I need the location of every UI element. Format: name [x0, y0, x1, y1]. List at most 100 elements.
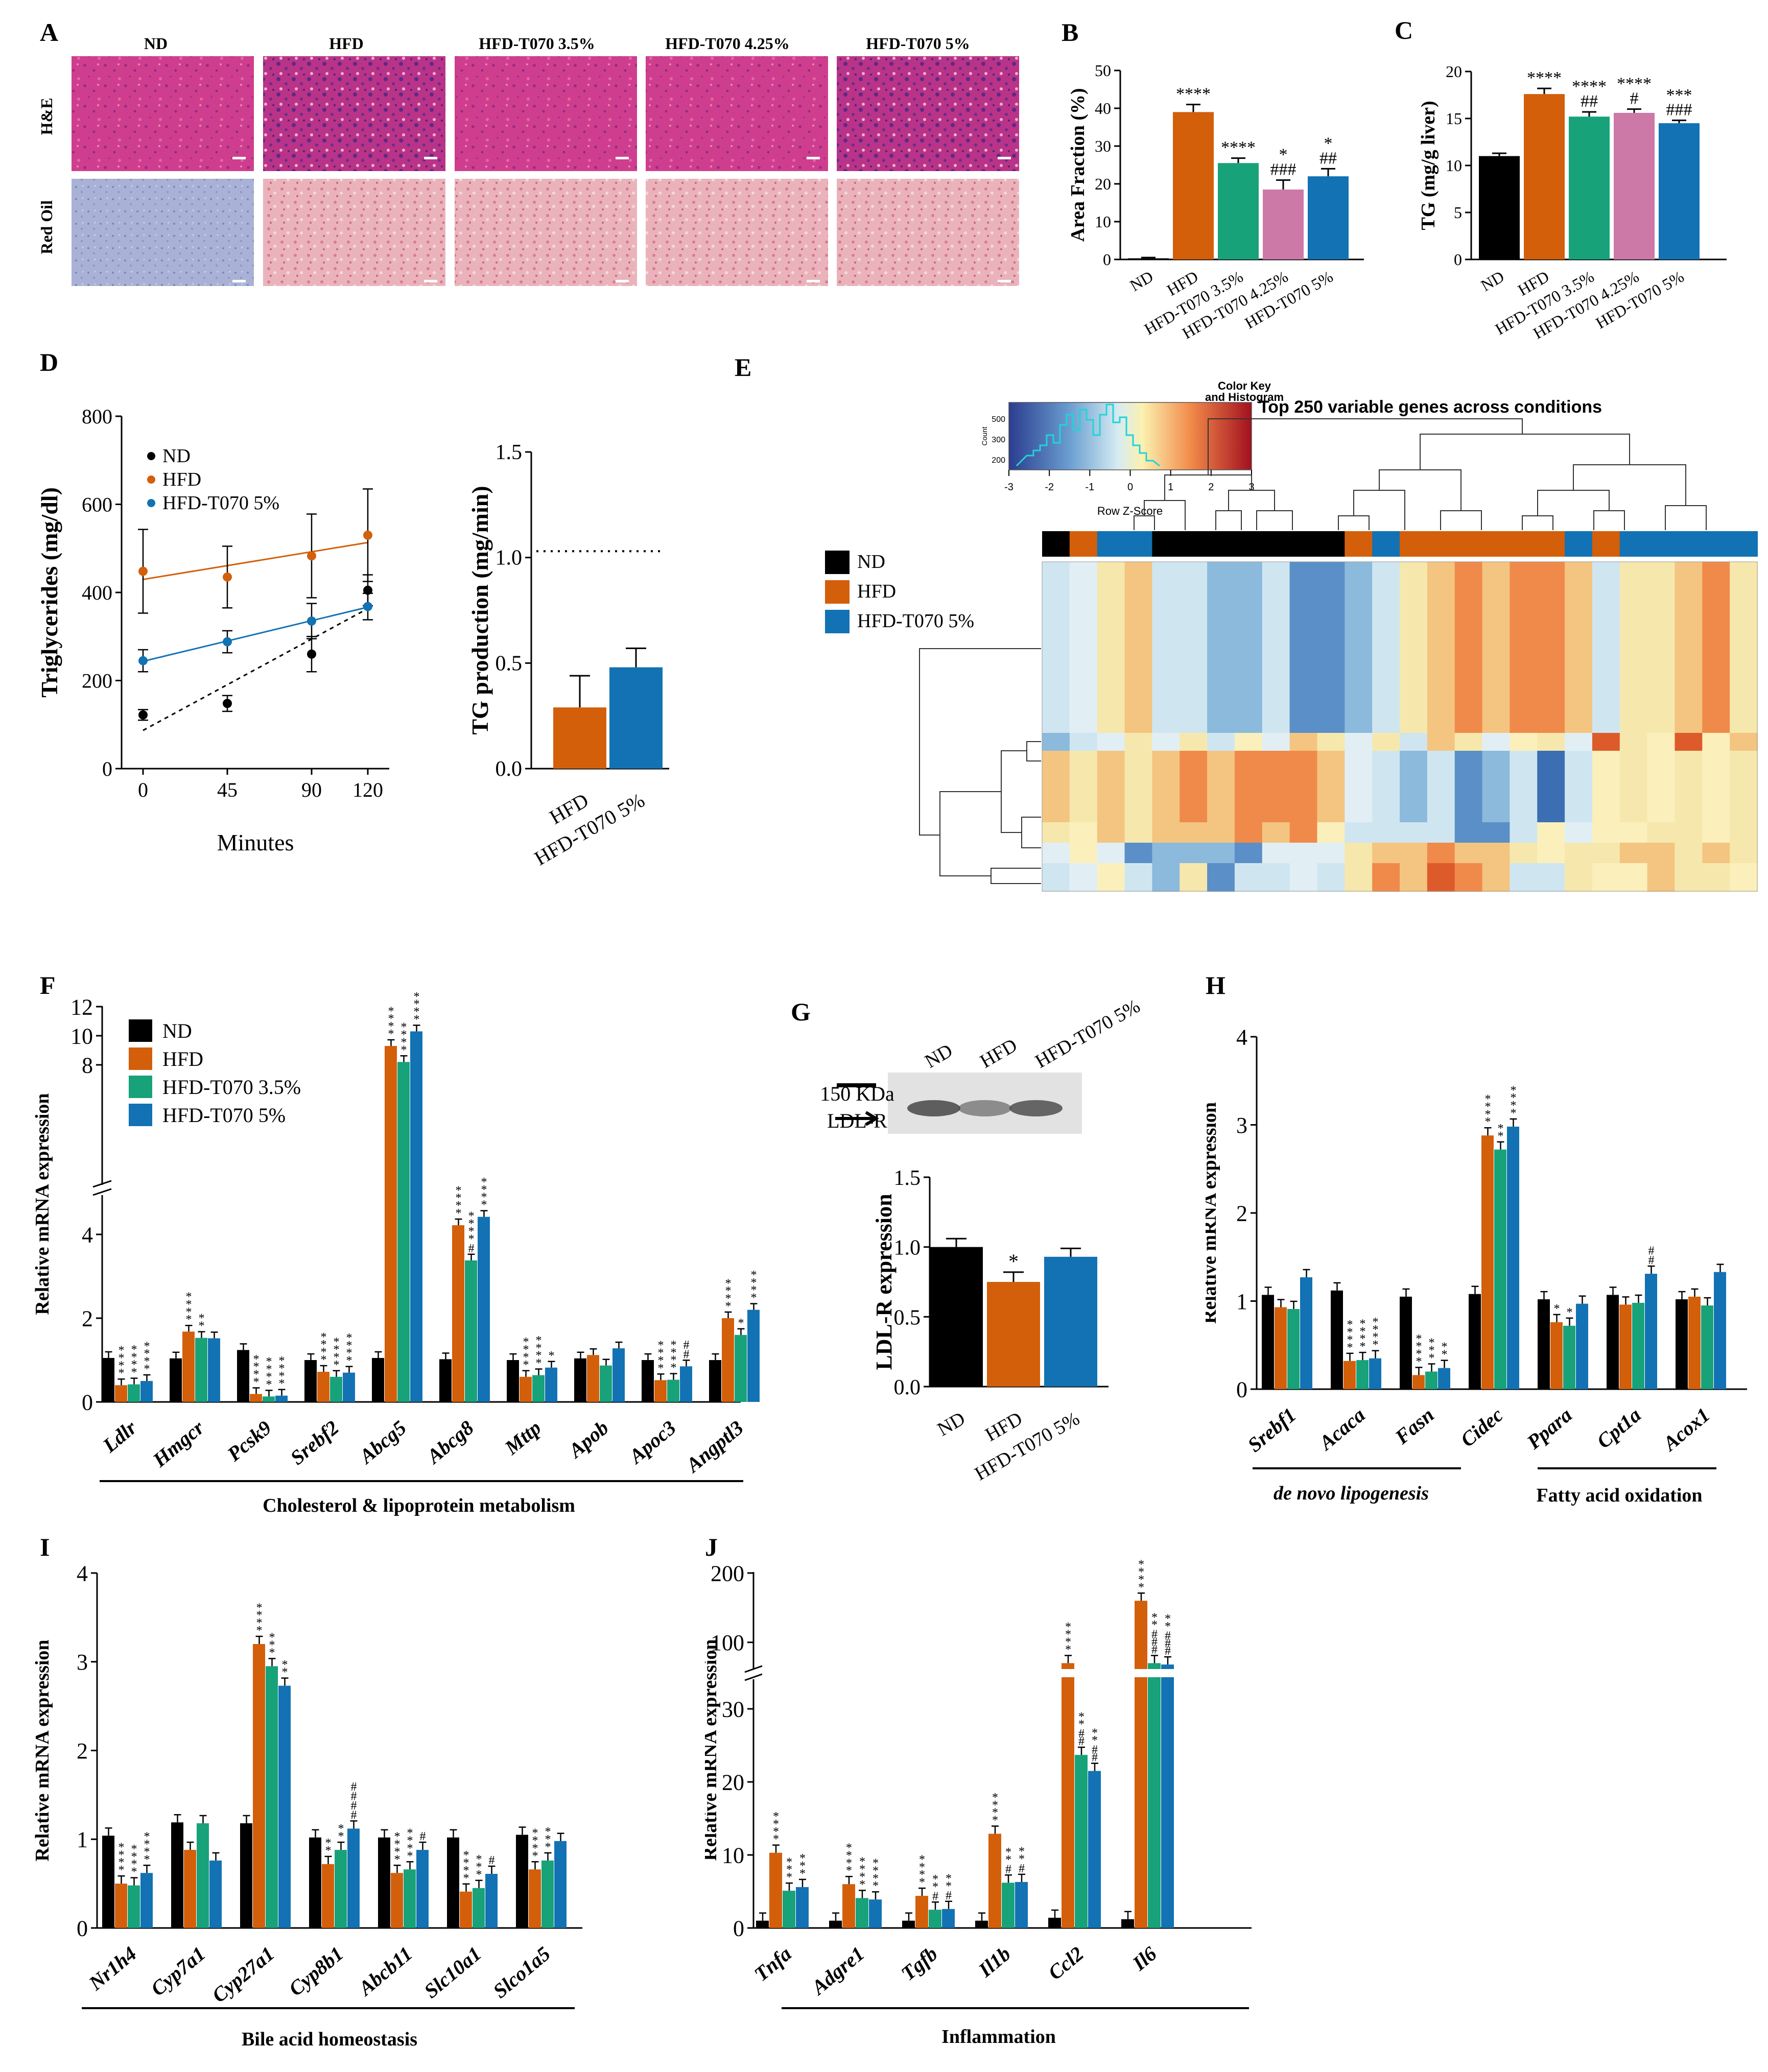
significance-label: *	[658, 1362, 664, 1375]
significance-label: ###	[1666, 101, 1692, 120]
significance-label: *	[932, 1880, 938, 1894]
gene-label: Ppara	[1522, 1403, 1576, 1454]
bar-apoc3-hfd-t070-3-5-	[667, 1379, 679, 1402]
key-tick-label: 0	[1127, 482, 1133, 493]
legend-marker	[147, 452, 155, 460]
panel-a: A	[0, 0, 1047, 286]
heatmap-cell	[1317, 863, 1346, 892]
scale-bar	[998, 157, 1011, 159]
heatmap-cell	[1317, 751, 1346, 823]
column-dendrogram	[1593, 510, 1625, 530]
blot-band	[907, 1100, 960, 1116]
significance-label: *	[119, 1359, 125, 1372]
histology-grid: ND HFD HFD-T070 3.5% HFD-T070 4.25% HFD-…	[37, 34, 1019, 286]
significance-label: *	[334, 1359, 340, 1372]
bar-angptl3-nd	[709, 1360, 721, 1402]
y-tick-label: 1.5	[496, 441, 523, 464]
significance-label: *	[144, 1355, 150, 1368]
legend-swatch	[825, 551, 850, 574]
axis-break-gap	[762, 1669, 1253, 1677]
heatmap-cell	[1180, 843, 1208, 864]
bar-acox1-hfd	[1688, 1296, 1701, 1389]
significance-label: *	[545, 1841, 551, 1854]
significance-label: *	[1347, 1318, 1353, 1331]
significance-label: *	[144, 1853, 150, 1866]
significance-label: *	[1373, 1339, 1379, 1352]
significance-label: *	[256, 1609, 263, 1622]
bar-cyp27a1-hfd-t070-3-5-	[266, 1666, 278, 1928]
significance-label: *	[1065, 1621, 1071, 1634]
heatmap-cell	[1702, 751, 1731, 823]
bar-hfd	[553, 707, 606, 769]
significance-label: *	[671, 1354, 677, 1367]
significance-label: *	[799, 1860, 806, 1873]
significance-label: #	[1019, 1862, 1025, 1875]
key-tick-label: -2	[1045, 482, 1054, 493]
bar-hfd	[987, 1282, 1040, 1387]
significance-label: *	[1324, 134, 1333, 153]
heatmap-cell	[1619, 843, 1648, 864]
panel-g: G ND HFD HFD-T070 5% 150 KDa LDL-R 0.0 0.5 1.0 1…	[776, 965, 1206, 1532]
significance-label: *	[671, 1339, 677, 1352]
heatmap: Top 250 variable genes across conditions…	[825, 379, 1758, 892]
bar-hfd-t070-5-	[609, 667, 663, 769]
heatmap-cell	[1289, 751, 1318, 823]
significance-label: *	[456, 1207, 462, 1220]
heatmap-cell	[1262, 751, 1290, 823]
gene-label: Slco1a5	[488, 1942, 554, 2003]
y-tick-label: 30	[722, 1697, 744, 1722]
col-label-t5: HFD-T070 5%	[866, 34, 970, 53]
significance-label: *	[1019, 1852, 1025, 1866]
significance-label: ****	[1572, 77, 1607, 96]
heatmap-cell	[1400, 562, 1428, 733]
y-tick-label: 2	[82, 1306, 93, 1331]
heatmap-cell	[1317, 843, 1346, 864]
significance-label: *	[725, 1284, 732, 1298]
significance-label: *	[919, 1868, 925, 1882]
heatmap-cell	[1069, 822, 1098, 843]
y-tick-label: 1.0	[894, 1236, 921, 1260]
significance-label: *	[131, 1343, 137, 1356]
legend-swatch	[129, 1104, 152, 1126]
significance-label: *	[481, 1199, 487, 1212]
panel-f: F 0 2 4 8 10 12 Relative mRNA expression * * * * * *…	[0, 965, 776, 1532]
heatmap-cell	[1510, 733, 1538, 751]
bar-abcg8-hfd-t070-5-	[478, 1217, 490, 1402]
bar-mttp-hfd-t070-3-5-	[532, 1375, 545, 1402]
heatmap-cell	[1647, 843, 1676, 864]
heatmap-cell	[1152, 562, 1181, 733]
heatmap-cell	[1454, 751, 1483, 823]
significance-label: *	[919, 1853, 925, 1866]
col-label-t425: HFD-T070 4.25%	[665, 34, 790, 53]
bar-il1b-hfd-t070-5-	[1015, 1882, 1028, 1928]
y-tick-label: 1	[1236, 1289, 1247, 1314]
bar-nd	[1128, 258, 1169, 259]
significance-label: ****	[1617, 75, 1652, 93]
category-label: ND	[1477, 267, 1507, 295]
bar-slc10a1-hfd-t070-5-	[485, 1874, 498, 1928]
bar-il1b-hfd-t070-3-5-	[1002, 1883, 1015, 1928]
heatmap-cell	[1565, 843, 1593, 864]
bar-cidec-hfd-t070-5-	[1507, 1126, 1519, 1389]
significance-label: *	[523, 1343, 529, 1356]
significance-label: #	[1648, 1245, 1655, 1258]
scale-bar	[998, 280, 1011, 282]
significance-label: *	[401, 1021, 407, 1034]
bar-cyp8b1-hfd-t070-3-5-	[335, 1850, 347, 1928]
data-point	[363, 602, 372, 611]
bar-apoc3-hfd	[654, 1380, 667, 1402]
panel-d: D 0 200 400 600 800 0 45 90 120 Triglycerides (mg…	[0, 337, 725, 899]
significance-label: *	[468, 1225, 475, 1238]
y-axis-label: Relative mRNA expression	[32, 1639, 53, 1861]
data-point	[138, 710, 148, 720]
row-dendrogram	[1026, 741, 1041, 761]
significance-label: *	[186, 1291, 192, 1304]
bar-cidec-nd	[1469, 1294, 1481, 1389]
data-point	[223, 699, 232, 708]
significance-label: *	[199, 1320, 205, 1333]
heatmap-cell	[1537, 843, 1566, 864]
column-dendrogram	[1228, 490, 1275, 511]
column-dendrogram	[1215, 510, 1242, 530]
